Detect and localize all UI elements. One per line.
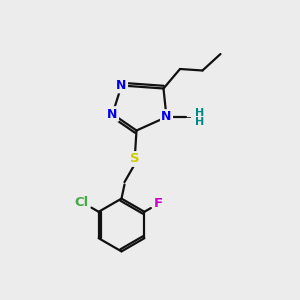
- Text: N: N: [116, 79, 127, 92]
- Text: H: H: [195, 117, 204, 127]
- Text: –: –: [186, 112, 191, 122]
- Text: H: H: [195, 108, 204, 118]
- Text: Cl: Cl: [75, 196, 89, 208]
- Text: N: N: [161, 110, 172, 124]
- Text: S: S: [130, 152, 140, 166]
- Text: N: N: [107, 107, 118, 121]
- Text: F: F: [154, 197, 163, 210]
